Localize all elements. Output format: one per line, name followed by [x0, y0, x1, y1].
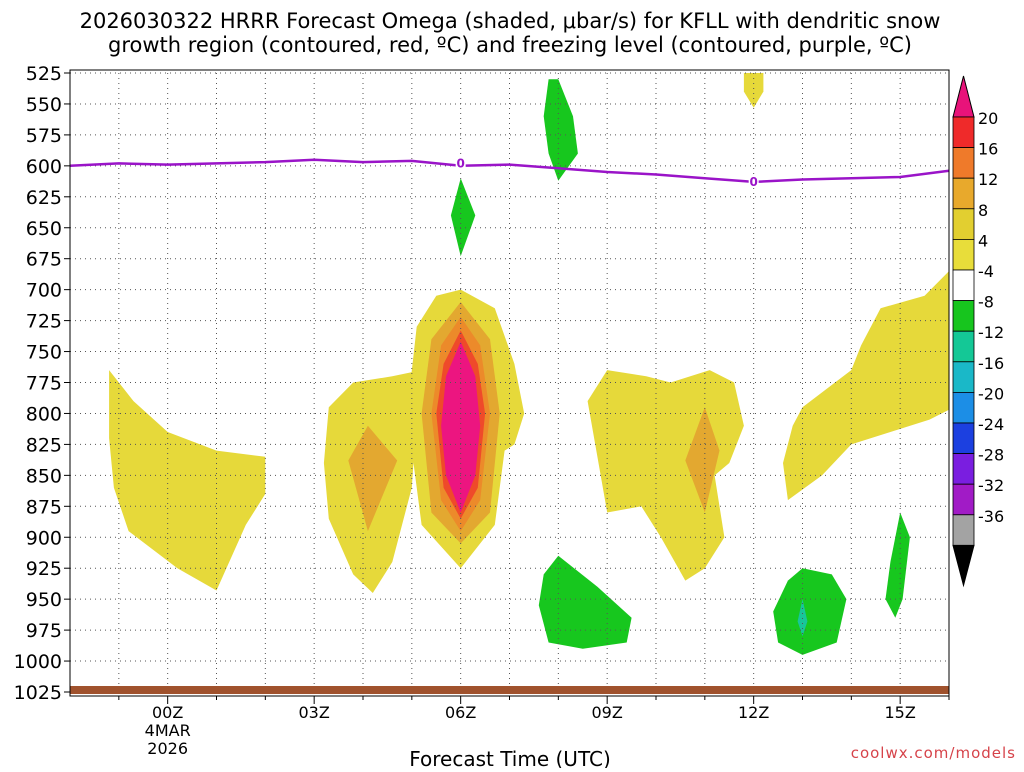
colorbar-label--20: -20: [978, 384, 1004, 403]
colorbar-top-arrow: [952, 75, 975, 118]
y-tick-label-875: 875: [26, 496, 62, 518]
freezing-level-line: [69, 158, 950, 184]
freezing-level-contour: 00: [69, 156, 950, 189]
x-tick-sublabel-date: 4MAR: [145, 721, 191, 740]
omega-region-green-12: [450, 178, 476, 257]
omega-region-orange_light-9: [685, 407, 720, 513]
y-tick-label-750: 750: [26, 342, 62, 364]
y-tick-label-975: 975: [26, 620, 62, 642]
x-tick-label-09Z: 09Z: [592, 703, 623, 722]
y-tick-label-800: 800: [26, 403, 62, 425]
watermark: coolwx.com/models: [851, 744, 1016, 762]
x-tick-label-00Z: 00Z: [152, 703, 183, 722]
colorbar-label--24: -24: [978, 415, 1004, 434]
y-tick-label-600: 600: [26, 156, 62, 178]
omega-region-green-13: [538, 555, 632, 649]
y-tick-label-850: 850: [26, 465, 62, 487]
colorbar-segment--20: [952, 391, 975, 424]
colorbar-segment--4: [952, 269, 975, 302]
chart-title-line2: growth region (contoured, red, ºC) and f…: [108, 33, 912, 57]
x-tick-label-12Z: 12Z: [738, 703, 769, 722]
colorbar-segment-12: [952, 177, 975, 210]
y-tick-label-1000: 1000: [14, 651, 62, 673]
omega-region-green-11: [543, 79, 578, 181]
x-tick-label-03Z: 03Z: [299, 703, 330, 722]
omega-region-yellow-0: [109, 370, 266, 591]
y-axis: 525 550 575 600 625 650 675 700 725 750 775 800 825 8…: [14, 63, 70, 704]
y-tick-label-650: 650: [26, 218, 62, 240]
freezing-label-bg-0: [455, 156, 466, 170]
colorbar-segment--16: [952, 361, 975, 393]
freezing-level-label-1: 0: [749, 175, 757, 189]
omega-region-green-16: [885, 512, 910, 618]
colorbar-bottom-arrow: [952, 544, 975, 588]
colorbar-segment--36: [952, 514, 975, 546]
x-tick-sublabel-year: 2026: [147, 739, 188, 758]
y-tick-label-725: 725: [26, 311, 62, 333]
colorbar-label--28: -28: [978, 446, 1004, 465]
colorbar-label--4: -4: [978, 262, 994, 281]
y-tick-label-825: 825: [26, 434, 62, 456]
colorbar-segment--12: [952, 330, 975, 363]
colorbar-label-12: 12: [978, 170, 998, 189]
colorbar-label-16: 16: [978, 140, 998, 159]
y-tick-label-900: 900: [26, 527, 62, 549]
x-tick-label-06Z: 06Z: [445, 703, 476, 722]
y-tick-label-550: 550: [26, 94, 62, 116]
colorbar-segment-16: [952, 147, 975, 179]
y-tick-label-925: 925: [26, 558, 62, 580]
colorbar-label-8: 8: [978, 201, 988, 220]
colorbar-legend: 20 16 12 8 4 -4 -8 -12 -16 -20 -24 -28 -32 -36: [952, 75, 1004, 588]
colorbar-segment--8: [952, 300, 975, 332]
ground-strip: [70, 686, 949, 694]
y-tick-label-1025: 1025: [14, 682, 62, 704]
colorbar-label--36: -36: [978, 507, 1004, 526]
colorbar-segment-4: [952, 238, 975, 271]
freezing-label-bg-1: [748, 174, 759, 188]
y-tick-label-675: 675: [26, 249, 62, 271]
omega-region-teal-15: [797, 599, 808, 637]
y-tick-label-775: 775: [26, 373, 62, 395]
x-axis-label: Forecast Time (UTC): [409, 747, 611, 768]
freezing-level-label-0: 0: [456, 156, 464, 170]
omega-region-magenta-7: [441, 341, 481, 513]
y-tick-label-625: 625: [26, 187, 62, 209]
colorbar-segment--28: [952, 453, 975, 485]
colorbar-segment-8: [952, 208, 975, 240]
colorbar-label--12: -12: [978, 323, 1004, 342]
y-tick-label-950: 950: [26, 589, 62, 611]
omega-region-yellow-10: [783, 271, 949, 501]
colorbar-label-20: 20: [978, 109, 998, 128]
y-tick-label-525: 525: [26, 63, 62, 85]
y-tick-label-575: 575: [26, 125, 62, 147]
colorbar-segment--32: [952, 483, 975, 516]
y-tick-label-700: 700: [26, 280, 62, 302]
omega-region-green-14: [773, 568, 847, 655]
colorbar-label-4: 4: [978, 231, 988, 250]
chart-title-line1: 2026030322 HRRR Forecast Omega (shaded, …: [80, 9, 941, 33]
colorbar-label--8: -8: [978, 293, 994, 312]
omega-shaded-regions: [109, 73, 949, 655]
colorbar-label--32: -32: [978, 476, 1004, 495]
x-tick-label-15Z: 15Z: [885, 703, 916, 722]
colorbar-segment--24: [952, 422, 975, 455]
colorbar-label--16: -16: [978, 354, 1004, 373]
colorbar-segment-20: [952, 116, 975, 149]
omega-region-yellow-18: [743, 73, 764, 108]
omega-region-orange_light-2: [348, 425, 398, 532]
